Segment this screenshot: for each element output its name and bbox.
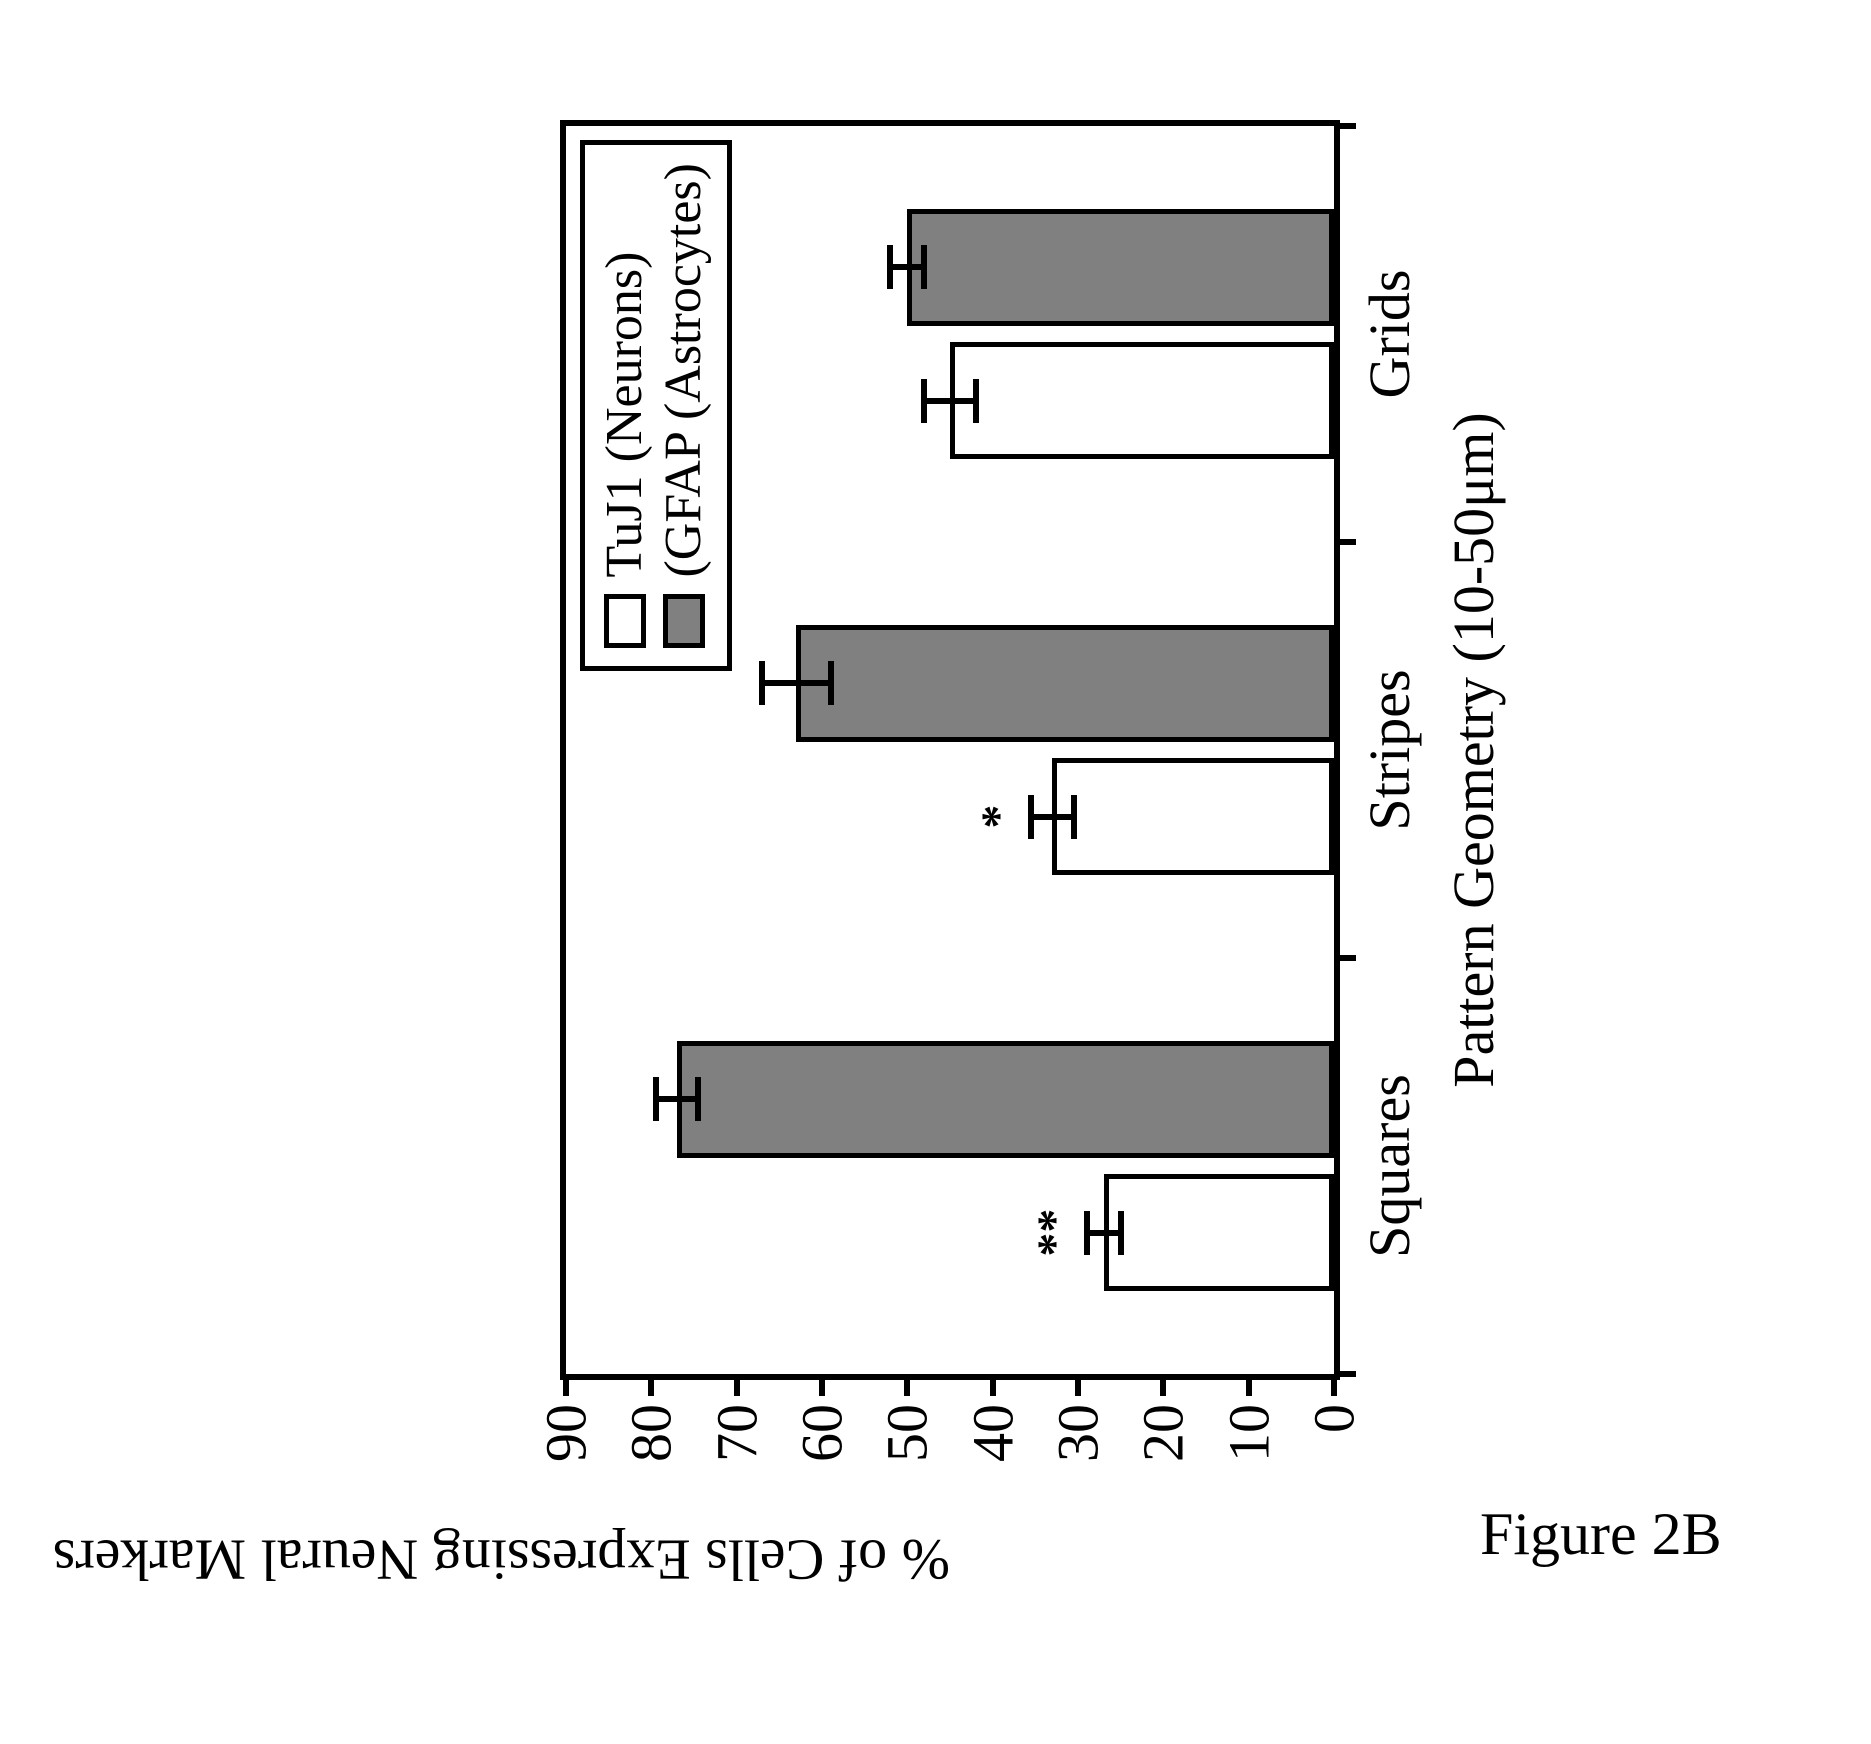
x-axis-label: Pattern Geometry (10-50μm) <box>1440 120 1507 1380</box>
x-tick <box>1334 123 1356 129</box>
error-cap <box>759 661 765 705</box>
y-tick <box>563 1374 569 1396</box>
bar-gfap-squares <box>677 1041 1334 1157</box>
y-tick <box>904 1374 910 1396</box>
bar-tuj1-squares <box>1104 1174 1334 1290</box>
error-bar <box>656 1096 699 1102</box>
legend-swatch-gfap <box>663 594 705 648</box>
error-cap <box>1118 1211 1124 1255</box>
error-cap <box>1028 795 1034 839</box>
y-tick-label: 60 <box>789 1404 856 1462</box>
error-bar <box>1087 1230 1121 1236</box>
figure-caption: Figure 2B <box>1480 1500 1722 1569</box>
y-tick-label: 20 <box>1130 1404 1197 1462</box>
error-cap <box>828 661 834 705</box>
chart-rotated-container: % of Cells Expressing Neural Markers ***… <box>520 80 1520 1600</box>
y-tick-label: 80 <box>618 1404 685 1462</box>
error-cap <box>921 379 927 423</box>
y-axis-label: % of Cells Expressing Neural Markers <box>53 1527 950 1594</box>
error-cap <box>1084 1211 1090 1255</box>
error-cap <box>695 1077 701 1121</box>
y-tick <box>1246 1374 1252 1396</box>
bar-gfap-stripes <box>796 625 1334 741</box>
legend-item-tuj1: TuJ1 (Neurons) <box>595 163 654 648</box>
legend-item-gfap: (GFAP (Astrocytes) <box>654 163 713 648</box>
y-tick <box>819 1374 825 1396</box>
y-tick <box>990 1374 996 1396</box>
y-tick-label: 70 <box>703 1404 770 1462</box>
y-tick-label: 50 <box>874 1404 941 1462</box>
x-tick <box>1334 955 1356 961</box>
y-tick <box>1160 1374 1166 1396</box>
error-bar <box>890 264 924 270</box>
legend-swatch-tuj1 <box>604 594 646 648</box>
x-tick <box>1334 1371 1356 1377</box>
x-tick-label: Stripes <box>1356 669 1423 830</box>
x-tick <box>1334 539 1356 545</box>
x-tick-label: Grids <box>1356 270 1423 399</box>
bar-tuj1-stripes <box>1052 758 1334 874</box>
error-cap <box>921 245 927 289</box>
error-bar <box>1031 814 1074 820</box>
error-bar <box>924 398 975 404</box>
y-tick <box>734 1374 740 1396</box>
y-tick-label: 40 <box>959 1404 1026 1462</box>
legend: TuJ1 (Neurons) (GFAP (Astrocytes) <box>580 140 732 671</box>
y-tick-label: 30 <box>1045 1404 1112 1462</box>
bar-gfap-grids <box>907 209 1334 325</box>
y-tick-label: 90 <box>533 1404 600 1462</box>
legend-label-tuj1: TuJ1 (Neurons) <box>595 252 654 578</box>
plot-area: *** TuJ1 (Neurons) (GFAP (Astrocytes) 01… <box>560 120 1340 1380</box>
legend-label-gfap: (GFAP (Astrocytes) <box>654 163 713 578</box>
bar-tuj1-grids <box>950 342 1334 458</box>
x-tick-label: Squares <box>1356 1074 1423 1258</box>
error-cap <box>887 245 893 289</box>
significance-marker: ** <box>1027 1209 1082 1257</box>
significance-marker: * <box>971 805 1026 829</box>
error-cap <box>1071 795 1077 839</box>
error-cap <box>973 379 979 423</box>
error-bar <box>762 680 830 686</box>
y-tick <box>1075 1374 1081 1396</box>
y-tick-label: 0 <box>1301 1404 1368 1433</box>
y-tick <box>1331 1374 1337 1396</box>
y-tick-label: 10 <box>1215 1404 1282 1462</box>
y-tick <box>648 1374 654 1396</box>
page: % of Cells Expressing Neural Markers ***… <box>0 0 1871 1744</box>
error-cap <box>653 1077 659 1121</box>
